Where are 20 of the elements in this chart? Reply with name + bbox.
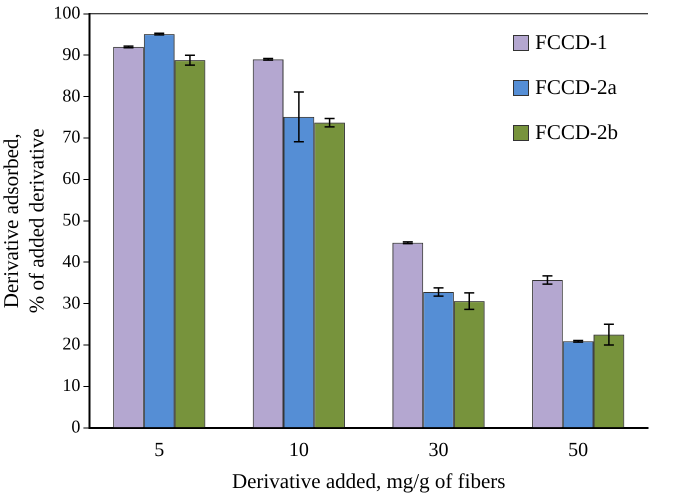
y-tick-label: 60 bbox=[62, 168, 80, 188]
y-tick-label: 40 bbox=[62, 250, 80, 271]
x-tick-label: 10 bbox=[288, 439, 309, 462]
legend-label: FCCD-2a bbox=[535, 75, 617, 100]
y-tick-label: 70 bbox=[62, 126, 80, 147]
y-tick-label: 30 bbox=[62, 292, 80, 312]
y-tick-label: 10 bbox=[62, 375, 80, 396]
y-tick-label: 80 bbox=[62, 85, 80, 106]
y-tick-label: 90 bbox=[62, 44, 80, 64]
y-tick-label: 0 bbox=[71, 416, 80, 437]
y-axis-title: Derivative adsorbed, % of added derivative bbox=[0, 128, 48, 314]
legend-label: FCCD-2b bbox=[535, 120, 618, 145]
legend-label: FCCD-1 bbox=[535, 30, 608, 55]
y-tick-label: 100 bbox=[53, 2, 80, 23]
x-axis-title: Derivative added, mg/g of fibers bbox=[232, 468, 506, 493]
x-tick-label: 5 bbox=[154, 439, 164, 462]
y-tick-label: 20 bbox=[62, 334, 80, 354]
y-tick-label: 50 bbox=[62, 210, 80, 230]
x-tick-label: 50 bbox=[568, 439, 588, 462]
x-tick-label: 30 bbox=[428, 439, 449, 462]
